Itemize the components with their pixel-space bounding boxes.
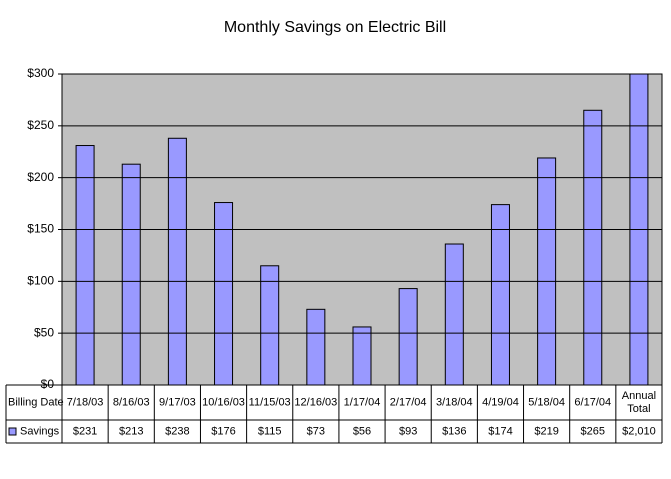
- data-label: $93: [399, 425, 417, 437]
- bar: [306, 308, 326, 385]
- chart-title: Monthly Savings on Electric Bill: [224, 19, 446, 36]
- bar: [121, 163, 141, 385]
- x-axis-label: Billing Date: [8, 396, 64, 408]
- data-label: $2,010: [622, 425, 656, 437]
- x-tick-label: 8/16/03: [113, 396, 150, 408]
- bar: [398, 288, 418, 385]
- x-tick-label: 7/18/03: [67, 396, 104, 408]
- bar: [537, 157, 557, 385]
- data-label: $56: [353, 425, 371, 437]
- x-tick-label: Annual Total: [622, 390, 656, 415]
- x-tick-label: 4/19/04: [482, 396, 519, 408]
- x-tick-label: 3/18/04: [436, 396, 473, 408]
- bar: [167, 137, 187, 385]
- x-tick-label: 1/17/04: [344, 396, 381, 408]
- data-label: $219: [534, 425, 558, 437]
- data-label: $265: [581, 425, 605, 437]
- x-tick-label: 10/16/03: [202, 396, 245, 408]
- bar: [629, 74, 649, 385]
- data-label: $174: [488, 425, 512, 437]
- data-label: $176: [211, 425, 235, 437]
- y-tick-label: $100: [27, 274, 54, 288]
- x-tick-label: 6/17/04: [574, 396, 611, 408]
- bar: [260, 265, 280, 385]
- data-label: $231: [73, 425, 97, 437]
- bar: [214, 202, 234, 385]
- legend-label: Savings: [20, 425, 60, 437]
- y-tick-label: $50: [34, 325, 54, 339]
- x-tick-label: 9/17/03: [159, 396, 196, 408]
- y-tick-label: $150: [27, 222, 54, 236]
- data-label: $115: [258, 425, 282, 437]
- x-tick-label: 12/16/03: [294, 396, 337, 408]
- bar: [583, 109, 603, 385]
- bar: [75, 145, 95, 385]
- y-tick-label: $300: [27, 66, 54, 80]
- bar: [444, 243, 464, 385]
- bar: [490, 204, 510, 385]
- data-label: $238: [165, 425, 189, 437]
- data-label: $213: [119, 425, 143, 437]
- y-tick-label: $0: [41, 377, 55, 391]
- x-tick-label: 2/17/04: [390, 396, 427, 408]
- data-label: $136: [442, 425, 466, 437]
- y-tick-label: $200: [27, 170, 54, 184]
- data-label: $73: [307, 425, 325, 437]
- y-tick-label: $250: [27, 118, 54, 132]
- x-tick-label: 5/18/04: [528, 396, 565, 408]
- legend-key: [8, 427, 17, 436]
- x-tick-label: 11/15/03: [249, 396, 291, 408]
- bar: [352, 326, 372, 385]
